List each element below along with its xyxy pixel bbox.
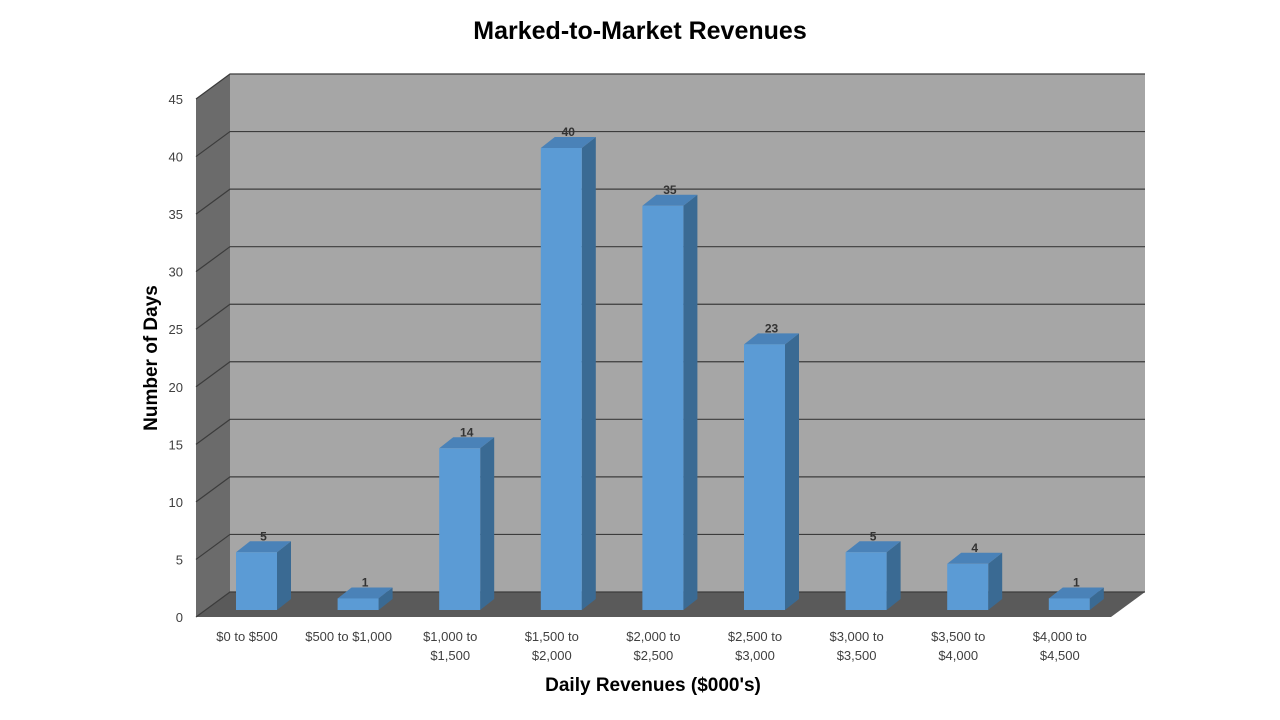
data-label: 35 bbox=[663, 183, 677, 197]
chart-title: Marked-to-Market Revenues bbox=[473, 17, 806, 45]
x-tick-label: $2,500 bbox=[634, 648, 674, 663]
y-tick-label: 40 bbox=[169, 150, 183, 165]
bar-side bbox=[581, 137, 596, 610]
x-tick-label: $2,000 to bbox=[626, 629, 680, 644]
y-tick-label: 45 bbox=[169, 92, 183, 107]
data-label: 23 bbox=[765, 321, 779, 335]
data-label: 5 bbox=[260, 529, 267, 543]
x-tick-label: $3,500 to bbox=[931, 629, 985, 644]
bar-front bbox=[439, 448, 481, 610]
bar-top bbox=[540, 137, 596, 148]
data-label: 4 bbox=[971, 541, 978, 555]
bar-front bbox=[540, 148, 582, 610]
data-label: 1 bbox=[1073, 575, 1080, 589]
bar-top bbox=[947, 552, 1003, 564]
bar bbox=[947, 552, 1003, 610]
gridline bbox=[195, 188, 1145, 215]
bar bbox=[642, 194, 698, 610]
gridline bbox=[195, 73, 1145, 100]
gridline bbox=[195, 476, 1145, 503]
y-axis-ticks: 0 5 10 15 20 25 30 35 40 45 bbox=[169, 92, 183, 625]
gridline bbox=[195, 533, 1145, 560]
gridline bbox=[195, 130, 1145, 158]
bar bbox=[1048, 587, 1104, 610]
y-tick-label: 5 bbox=[176, 552, 183, 567]
bar-front bbox=[1048, 598, 1090, 610]
x-tick-label: $4,500 bbox=[1040, 648, 1080, 663]
y-tick-label: 0 bbox=[176, 610, 183, 625]
x-tick-label: $3,500 bbox=[837, 648, 877, 663]
bar-top bbox=[845, 541, 901, 553]
x-tick-label: $2,500 to bbox=[728, 629, 782, 644]
bar-top bbox=[337, 587, 393, 599]
bar-top bbox=[439, 437, 495, 449]
bar-front bbox=[236, 552, 277, 610]
y-tick-label: 20 bbox=[169, 380, 183, 395]
x-tick-label: $1,000 to bbox=[423, 629, 477, 644]
x-tick-label: $4,000 bbox=[938, 648, 978, 663]
y-axis-title: Number of Days bbox=[141, 285, 162, 431]
bar-front bbox=[337, 598, 379, 610]
bar-side bbox=[886, 541, 901, 610]
bar-side bbox=[1089, 587, 1104, 610]
x-tick-label: $3,000 bbox=[735, 648, 775, 663]
y-tick-label: 25 bbox=[169, 322, 183, 337]
bar-front bbox=[744, 344, 785, 610]
side-wall bbox=[196, 74, 230, 617]
bar-front bbox=[642, 205, 684, 610]
bar bbox=[744, 333, 799, 610]
bar-top bbox=[642, 194, 698, 206]
x-tick-label: $500 to $1,000 bbox=[305, 629, 392, 644]
gridline bbox=[195, 418, 1145, 445]
x-tick-label: $4,000 to bbox=[1033, 629, 1087, 644]
bar-side bbox=[683, 194, 698, 610]
gridline bbox=[195, 361, 1145, 388]
bar bbox=[236, 541, 291, 610]
gridline bbox=[195, 303, 1145, 330]
gridline bbox=[195, 246, 1145, 273]
x-tick-label: $1,500 to bbox=[525, 629, 579, 644]
data-label: 40 bbox=[562, 125, 576, 139]
bar-side bbox=[277, 541, 291, 610]
y-tick-label: 10 bbox=[169, 495, 183, 510]
data-label: 1 bbox=[362, 575, 369, 589]
bar-front bbox=[845, 552, 887, 610]
x-axis-title: Daily Revenues ($000's) bbox=[545, 675, 761, 696]
y-tick-label: 30 bbox=[169, 265, 183, 280]
bar bbox=[845, 541, 901, 610]
data-label: 5 bbox=[870, 529, 877, 543]
x-tick-label: $3,000 to bbox=[829, 629, 883, 644]
y-tick-label: 15 bbox=[169, 437, 183, 452]
bar-top bbox=[744, 333, 799, 345]
bar bbox=[540, 137, 596, 610]
data-labels: 5 1 14 40 35 23 5 4 1 bbox=[260, 125, 1080, 589]
bar-top bbox=[1048, 587, 1104, 599]
gridline bbox=[195, 591, 1145, 618]
bar-side bbox=[480, 437, 495, 610]
x-tick-label: $2,000 bbox=[532, 648, 572, 663]
y-tick-label: 35 bbox=[169, 207, 183, 222]
bar bbox=[337, 587, 393, 610]
x-tick-label: $1,500 bbox=[430, 648, 470, 663]
bar-front bbox=[947, 563, 989, 610]
bars bbox=[236, 137, 1104, 610]
x-axis-ticks: $0 to $500 $500 to $1,000 $1,000 to $1,500 $… bbox=[216, 629, 1087, 663]
bar-side bbox=[988, 552, 1003, 610]
data-label: 14 bbox=[460, 425, 474, 439]
bar-top bbox=[236, 541, 291, 553]
bar-side bbox=[378, 587, 393, 610]
bar bbox=[439, 437, 495, 610]
x-tick-label: $0 to $500 bbox=[216, 629, 277, 644]
gridlines bbox=[195, 73, 1145, 618]
bar-side bbox=[785, 333, 799, 610]
